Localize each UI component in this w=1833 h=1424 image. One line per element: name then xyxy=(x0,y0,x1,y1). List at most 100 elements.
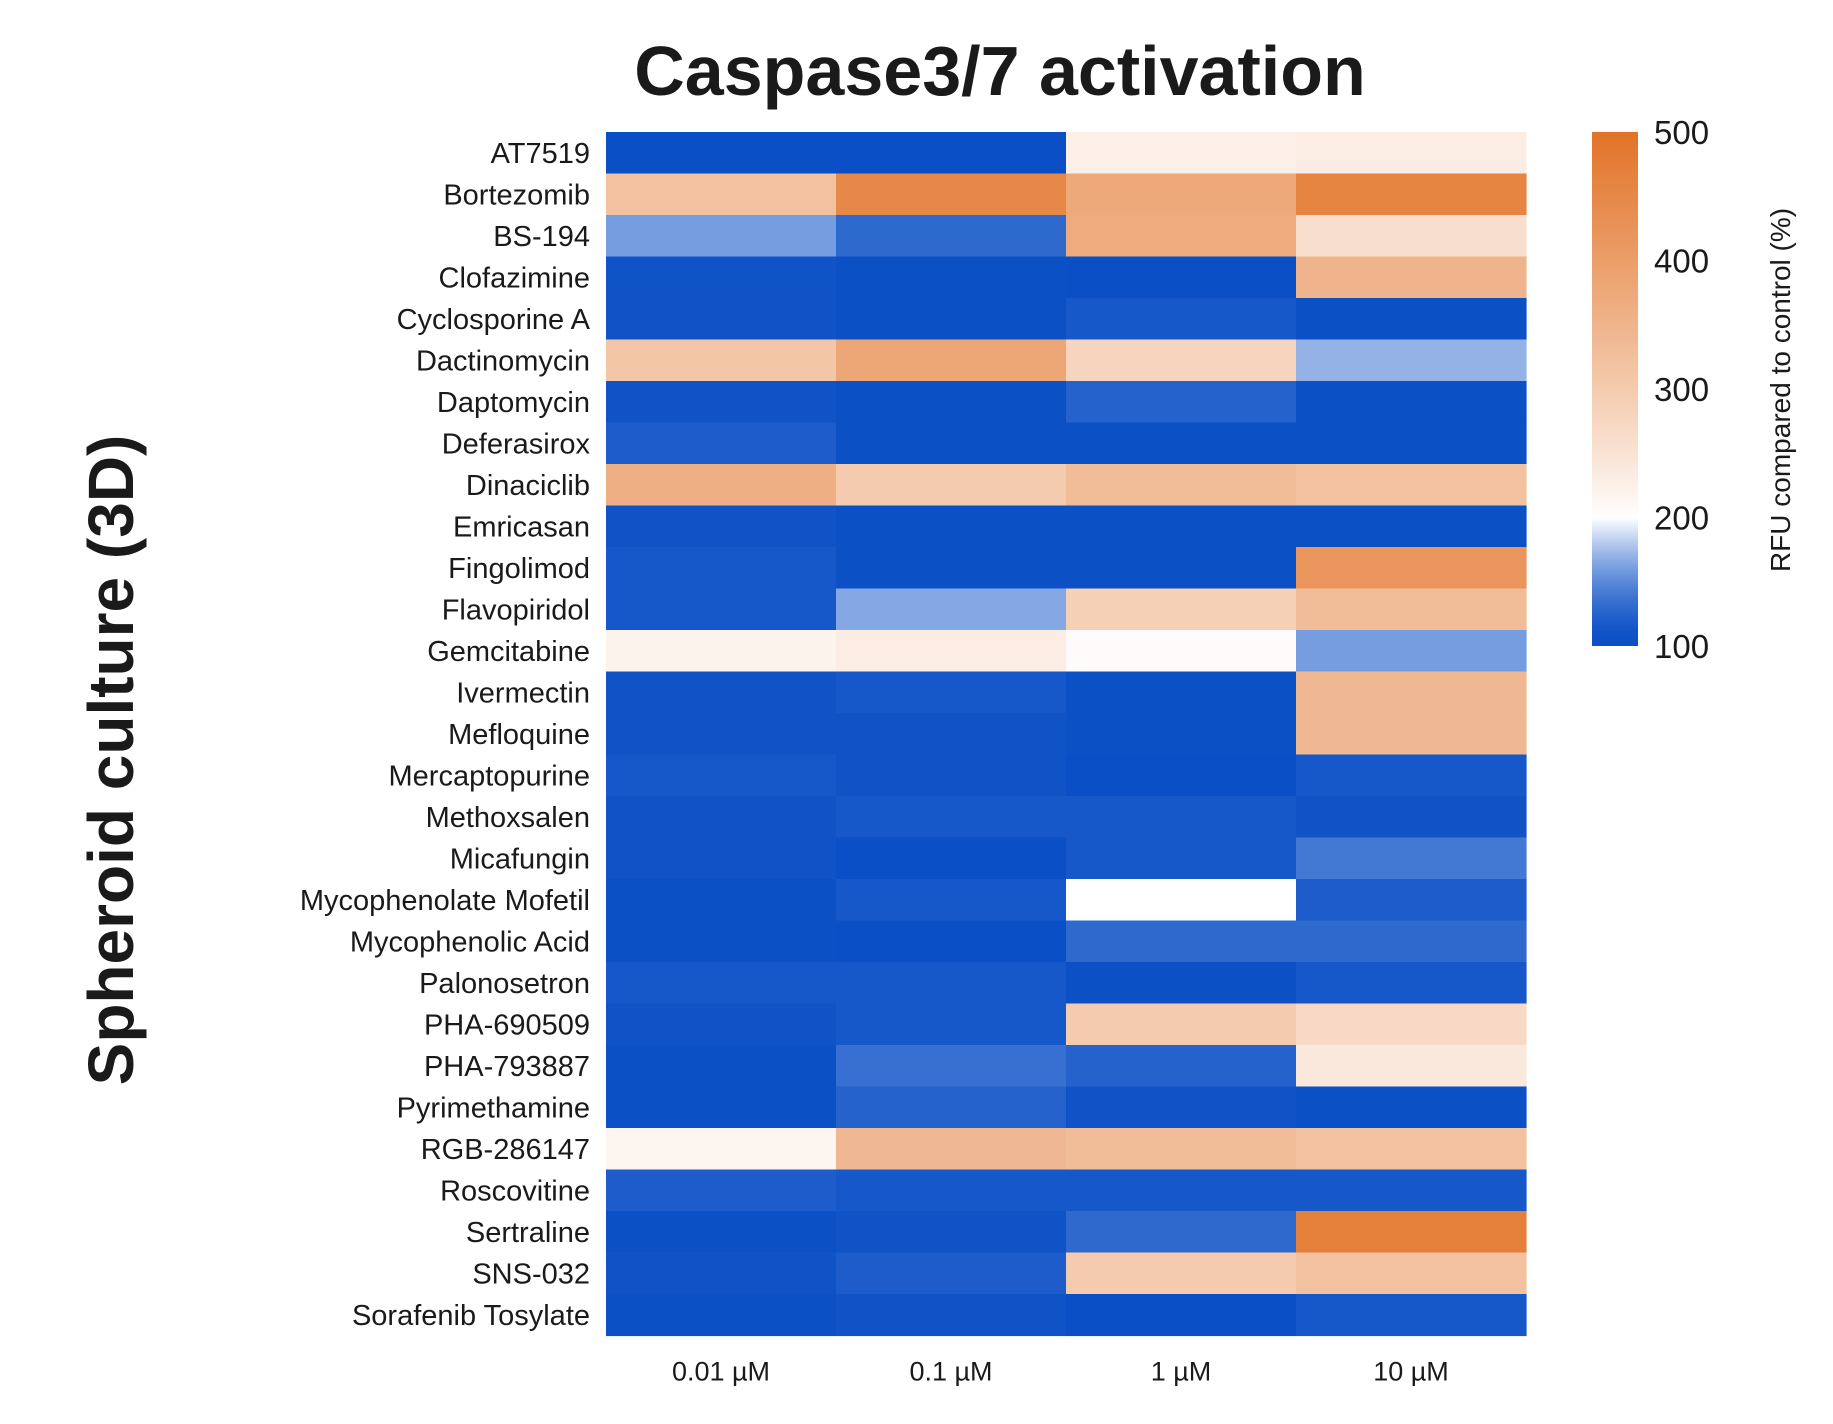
row-label: Mycophenolic Acid xyxy=(350,926,590,958)
heatmap-cells xyxy=(606,132,1527,1337)
heatmap-cell xyxy=(836,505,1067,548)
row-label: SNS-032 xyxy=(472,1258,590,1290)
heatmap-cell xyxy=(1066,920,1297,963)
heatmap-cell xyxy=(1066,381,1297,424)
heatmap-cell xyxy=(836,1128,1067,1171)
colorbar-label: RFU compared to control (%) xyxy=(1765,208,1796,572)
heatmap-cell xyxy=(1296,1211,1527,1254)
heatmap-cell xyxy=(836,713,1067,756)
row-label: BS-194 xyxy=(493,221,590,253)
heatmap-cell xyxy=(606,1045,837,1088)
heatmap-cell xyxy=(1066,298,1297,341)
heatmap-cell xyxy=(606,381,837,424)
heatmap-cell xyxy=(1066,1086,1297,1129)
heatmap-cell xyxy=(606,1086,837,1129)
row-label: Micafungin xyxy=(450,843,590,875)
heatmap-cell xyxy=(836,422,1067,465)
heatmap-cell xyxy=(606,1252,837,1295)
heatmap-cell xyxy=(836,837,1067,880)
heatmap-cell xyxy=(836,173,1067,216)
row-label: Cyclosporine A xyxy=(397,304,591,336)
row-label: Fingolimod xyxy=(448,553,590,585)
heatmap-cell xyxy=(1066,339,1297,382)
heatmap-cell xyxy=(1066,173,1297,216)
row-label: Sorafenib Tosylate xyxy=(352,1300,590,1332)
row-label: Bortezomib xyxy=(443,179,590,211)
heatmap-cell xyxy=(836,630,1067,673)
heatmap-cell xyxy=(1296,754,1527,797)
heatmap-cell xyxy=(1296,339,1527,382)
heatmap-cell xyxy=(1296,547,1527,590)
row-label: Deferasirox xyxy=(442,428,591,460)
heatmap-cell xyxy=(606,339,837,382)
heatmap-cell xyxy=(836,671,1067,714)
heatmap-cell xyxy=(836,1045,1067,1088)
row-label: Methoxsalen xyxy=(426,802,590,834)
heatmap-cell xyxy=(1066,1128,1297,1171)
heatmap-cell xyxy=(836,547,1067,590)
heatmap-cell xyxy=(1296,1294,1527,1337)
heatmap-cell xyxy=(1066,879,1297,922)
row-label: Ivermectin xyxy=(456,677,590,709)
heatmap-cell xyxy=(606,1128,837,1171)
row-label: Roscovitine xyxy=(440,1175,590,1207)
heatmap-cell xyxy=(836,1003,1067,1046)
chart-title: Caspase3/7 activation xyxy=(634,32,1365,110)
heatmap-cell xyxy=(1296,713,1527,756)
heatmap-cell xyxy=(606,713,837,756)
heatmap-cell xyxy=(606,422,837,465)
heatmap-cell xyxy=(836,339,1067,382)
heatmap-cell xyxy=(606,256,837,299)
heatmap-cell xyxy=(1066,630,1297,673)
heatmap-cell xyxy=(1296,381,1527,424)
heatmap-cell xyxy=(1296,464,1527,507)
heatmap-cell xyxy=(836,796,1067,839)
heatmap-cell xyxy=(606,754,837,797)
heatmap-cell xyxy=(1066,464,1297,507)
heatmap-cell xyxy=(1066,422,1297,465)
heatmap-cell xyxy=(606,464,837,507)
column-label: 0.1 µM xyxy=(909,1357,992,1387)
heatmap-cell xyxy=(606,505,837,548)
heatmap-cell xyxy=(606,837,837,880)
colorbar-tick-label: 400 xyxy=(1654,243,1709,280)
heatmap-cell xyxy=(606,920,837,963)
heatmap-cell xyxy=(1296,1128,1527,1171)
heatmap-cell xyxy=(836,920,1067,963)
heatmap-cell xyxy=(836,215,1067,258)
heatmap-cell xyxy=(1296,422,1527,465)
row-label: Gemcitabine xyxy=(427,636,590,668)
heatmap-cell xyxy=(1296,132,1527,175)
heatmap-cell xyxy=(1066,962,1297,1005)
row-labels: AT7519 Bortezomib BS-194 Clofazimine Cyclosp… xyxy=(300,138,591,1332)
heatmap-cell xyxy=(1296,671,1527,714)
heatmap-cell xyxy=(1066,588,1297,631)
heatmap-cell xyxy=(1066,713,1297,756)
column-label: 10 µM xyxy=(1373,1357,1449,1387)
row-label: Mercaptopurine xyxy=(389,760,591,792)
heatmap-cell xyxy=(1066,1169,1297,1212)
heatmap-cell xyxy=(606,962,837,1005)
heatmap-cell xyxy=(1296,215,1527,258)
heatmap-cell xyxy=(1296,1045,1527,1088)
colorbar-gradient xyxy=(1592,132,1638,646)
heatmap-cell xyxy=(606,796,837,839)
column-labels: 0.01 µM 0.1 µM 1 µM 10 µM xyxy=(672,1357,1449,1387)
heatmap-cell xyxy=(1066,256,1297,299)
heatmap-cell xyxy=(606,298,837,341)
heatmap-cell xyxy=(836,1294,1067,1337)
heatmap-cell xyxy=(1066,1003,1297,1046)
row-label: AT7519 xyxy=(491,138,590,170)
heatmap-cell xyxy=(606,215,837,258)
heatmap-cell xyxy=(1296,920,1527,963)
heatmap-cell xyxy=(1296,630,1527,673)
row-label: Dinaciclib xyxy=(466,470,590,502)
heatmap-cell xyxy=(836,1169,1067,1212)
row-label: PHA-690509 xyxy=(424,1009,590,1041)
row-label: Palonosetron xyxy=(419,968,590,1000)
heatmap-cell xyxy=(1296,962,1527,1005)
row-label: Flavopiridol xyxy=(442,594,590,626)
heatmap-cell xyxy=(606,1003,837,1046)
row-label: Pyrimethamine xyxy=(397,1092,590,1124)
